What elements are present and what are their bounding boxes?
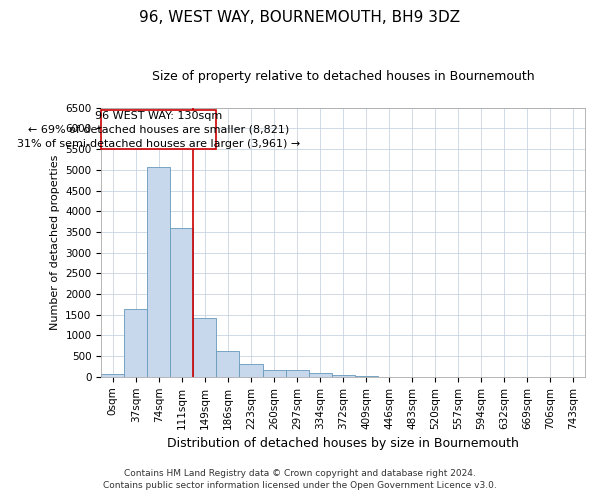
Bar xyxy=(308,373,332,377)
Bar xyxy=(286,370,308,377)
Bar xyxy=(193,318,217,377)
Bar xyxy=(263,370,286,377)
Bar xyxy=(217,351,239,377)
Title: Size of property relative to detached houses in Bournemouth: Size of property relative to detached ho… xyxy=(152,70,535,83)
Text: 96 WEST WAY: 130sqm
← 69% of detached houses are smaller (8,821)
31% of semi-det: 96 WEST WAY: 130sqm ← 69% of detached ho… xyxy=(17,110,301,148)
Bar xyxy=(124,308,148,377)
X-axis label: Distribution of detached houses by size in Bournemouth: Distribution of detached houses by size … xyxy=(167,437,519,450)
Bar xyxy=(332,374,355,377)
Bar xyxy=(101,374,124,377)
Text: Contains HM Land Registry data © Crown copyright and database right 2024.
Contai: Contains HM Land Registry data © Crown c… xyxy=(103,468,497,490)
Bar xyxy=(239,364,263,377)
Y-axis label: Number of detached properties: Number of detached properties xyxy=(50,154,60,330)
FancyBboxPatch shape xyxy=(101,110,217,149)
Bar xyxy=(170,228,193,377)
Text: 96, WEST WAY, BOURNEMOUTH, BH9 3DZ: 96, WEST WAY, BOURNEMOUTH, BH9 3DZ xyxy=(139,10,461,25)
Bar xyxy=(148,166,170,377)
